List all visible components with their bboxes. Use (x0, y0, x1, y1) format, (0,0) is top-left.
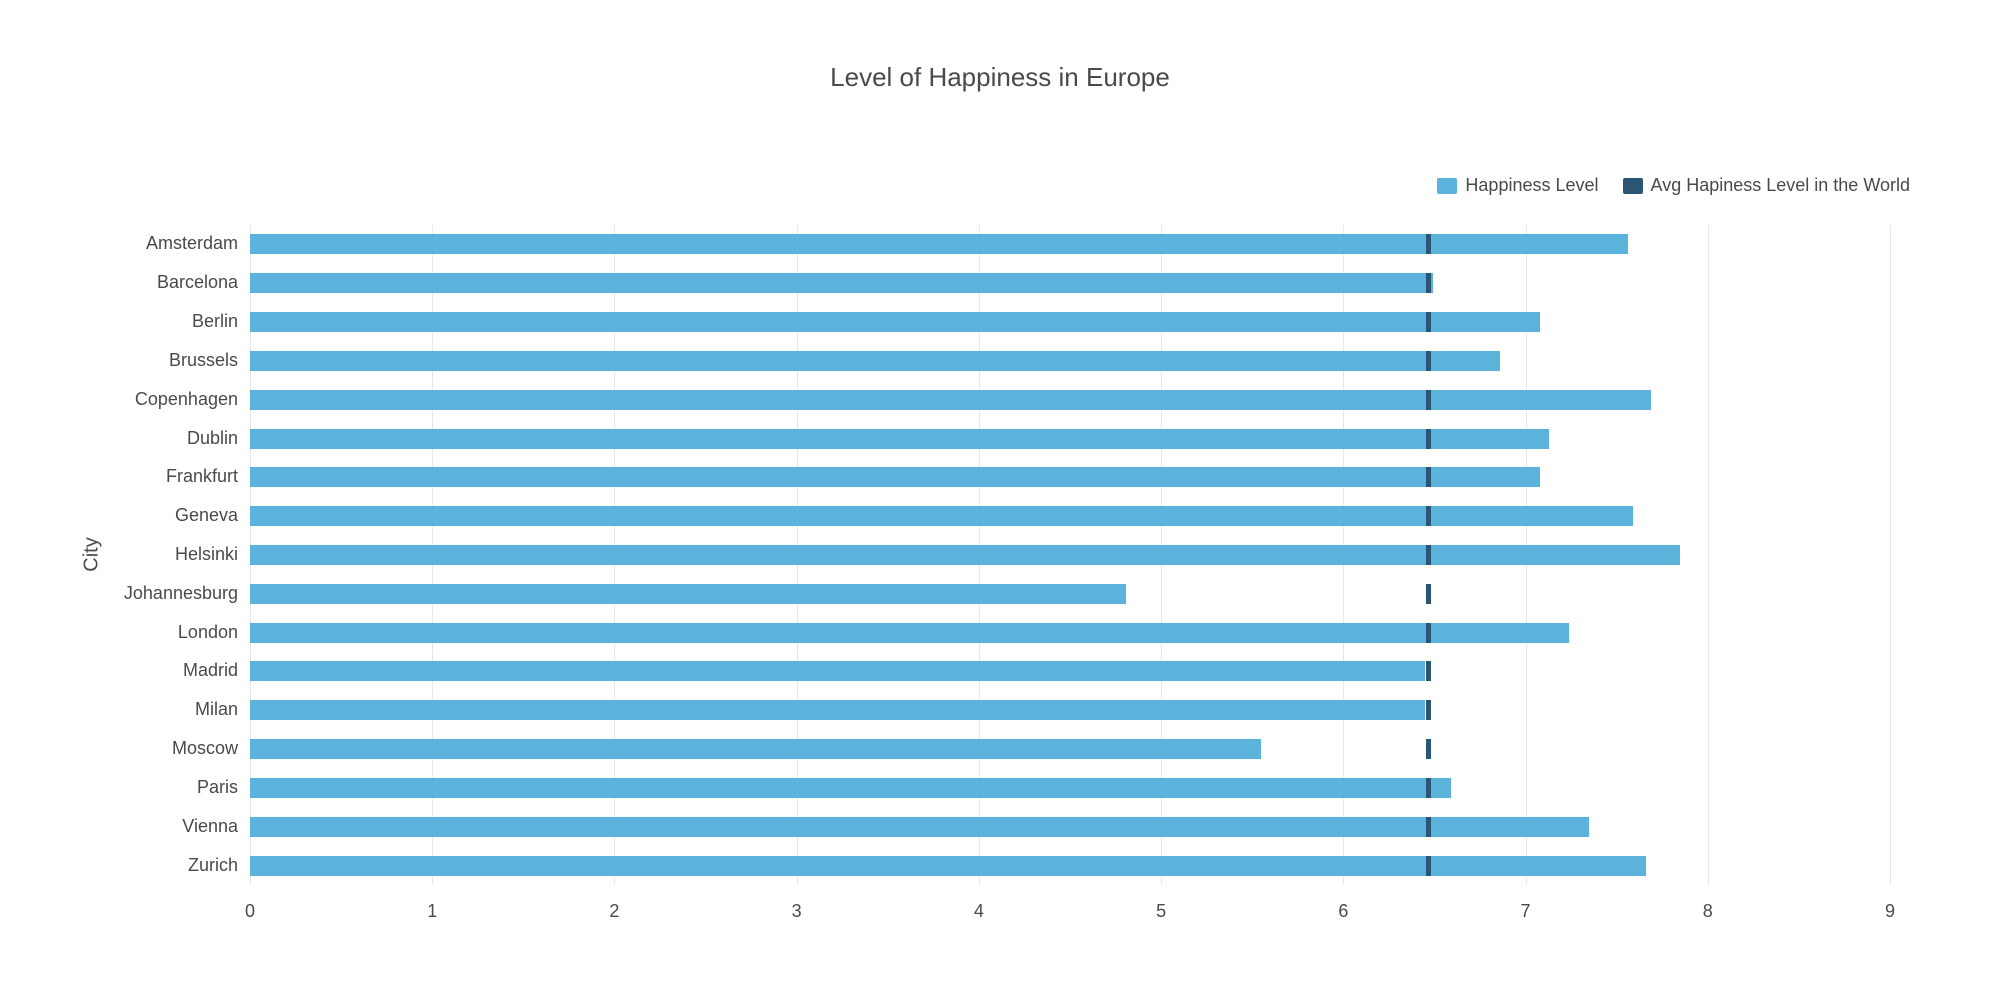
y-tick-label: Barcelona (157, 272, 238, 293)
y-tick-label: Johannesburg (124, 583, 238, 604)
happiness-bar (250, 273, 1433, 293)
bar-row (250, 584, 1890, 604)
legend-label: Happiness Level (1465, 175, 1598, 196)
avg-tick (1426, 467, 1431, 487)
y-tick-label: Brussels (169, 350, 238, 371)
avg-tick (1426, 351, 1431, 371)
y-tick-label: Zurich (188, 855, 238, 876)
avg-tick (1426, 661, 1431, 681)
bar-row (250, 429, 1890, 449)
bar-row (250, 661, 1890, 681)
happiness-bar (250, 661, 1425, 681)
avg-tick (1426, 817, 1431, 837)
x-tick-label: 7 (1521, 901, 1531, 922)
x-tick-label: 2 (609, 901, 619, 922)
avg-tick (1426, 273, 1431, 293)
happiness-bar (250, 623, 1569, 643)
bar-row (250, 856, 1890, 876)
happiness-chart: Level of Happiness in Europe Happiness L… (0, 0, 2000, 1000)
happiness-bar (250, 467, 1540, 487)
happiness-bar (250, 584, 1126, 604)
bar-row (250, 739, 1890, 759)
bar-row (250, 545, 1890, 565)
bar-row (250, 467, 1890, 487)
bar-row (250, 234, 1890, 254)
x-tick-label: 4 (974, 901, 984, 922)
legend-swatch (1623, 178, 1643, 194)
legend-swatch (1437, 178, 1457, 194)
happiness-bar (250, 429, 1549, 449)
y-tick-label: Helsinki (175, 544, 238, 565)
legend-item: Avg Hapiness Level in the World (1623, 175, 1910, 196)
bar-row (250, 312, 1890, 332)
avg-tick (1426, 545, 1431, 565)
happiness-bar (250, 739, 1261, 759)
avg-tick (1426, 778, 1431, 798)
avg-tick (1426, 623, 1431, 643)
bar-row (250, 778, 1890, 798)
x-tick-label: 3 (792, 901, 802, 922)
y-tick-label: Amsterdam (146, 233, 238, 254)
happiness-bar (250, 234, 1628, 254)
bar-row (250, 700, 1890, 720)
y-tick-label: Vienna (182, 816, 238, 837)
happiness-bar (250, 817, 1589, 837)
y-tick-label: London (178, 622, 238, 643)
bar-row (250, 351, 1890, 371)
avg-tick (1426, 390, 1431, 410)
y-tick-label: Moscow (172, 738, 238, 759)
bar-row (250, 390, 1890, 410)
x-tick-label: 1 (427, 901, 437, 922)
chart-legend: Happiness Level Avg Hapiness Level in the… (1437, 175, 1910, 196)
y-tick-label: Dublin (187, 428, 238, 449)
happiness-bar (250, 312, 1540, 332)
happiness-bar (250, 351, 1500, 371)
avg-tick (1426, 584, 1431, 604)
happiness-bar (250, 778, 1451, 798)
happiness-bar (250, 856, 1646, 876)
y-tick-label: Milan (195, 699, 238, 720)
avg-tick (1426, 506, 1431, 526)
x-tick-label: 5 (1156, 901, 1166, 922)
gridline (1890, 225, 1891, 885)
avg-tick (1426, 856, 1431, 876)
avg-tick (1426, 234, 1431, 254)
avg-tick (1426, 429, 1431, 449)
bar-row (250, 817, 1890, 837)
y-axis-title: City (81, 537, 104, 571)
plot-area (250, 225, 1890, 885)
x-tick-label: 8 (1703, 901, 1713, 922)
avg-tick (1426, 312, 1431, 332)
y-tick-label: Madrid (183, 660, 238, 681)
x-tick-label: 0 (245, 901, 255, 922)
y-tick-label: Geneva (175, 505, 238, 526)
bar-row (250, 623, 1890, 643)
y-tick-label: Paris (197, 777, 238, 798)
y-tick-label: Frankfurt (166, 466, 238, 487)
y-tick-label: Berlin (192, 311, 238, 332)
happiness-bar (250, 390, 1651, 410)
legend-label: Avg Hapiness Level in the World (1651, 175, 1910, 196)
avg-tick (1426, 700, 1431, 720)
happiness-bar (250, 545, 1680, 565)
happiness-bar (250, 700, 1425, 720)
x-tick-label: 6 (1338, 901, 1348, 922)
bar-row (250, 273, 1890, 293)
legend-item: Happiness Level (1437, 175, 1598, 196)
bar-row (250, 506, 1890, 526)
y-tick-label: Copenhagen (135, 389, 238, 410)
avg-tick (1426, 739, 1431, 759)
chart-title: Level of Happiness in Europe (0, 62, 2000, 93)
x-tick-label: 9 (1885, 901, 1895, 922)
